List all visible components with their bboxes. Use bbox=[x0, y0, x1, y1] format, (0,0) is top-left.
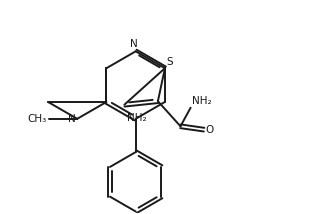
Text: S: S bbox=[166, 56, 173, 67]
Text: CH₃: CH₃ bbox=[28, 114, 47, 124]
Text: NH₂: NH₂ bbox=[127, 113, 147, 123]
Text: N: N bbox=[68, 114, 76, 124]
Text: NH₂: NH₂ bbox=[192, 96, 212, 106]
Text: N: N bbox=[130, 39, 138, 49]
Text: O: O bbox=[206, 125, 214, 135]
